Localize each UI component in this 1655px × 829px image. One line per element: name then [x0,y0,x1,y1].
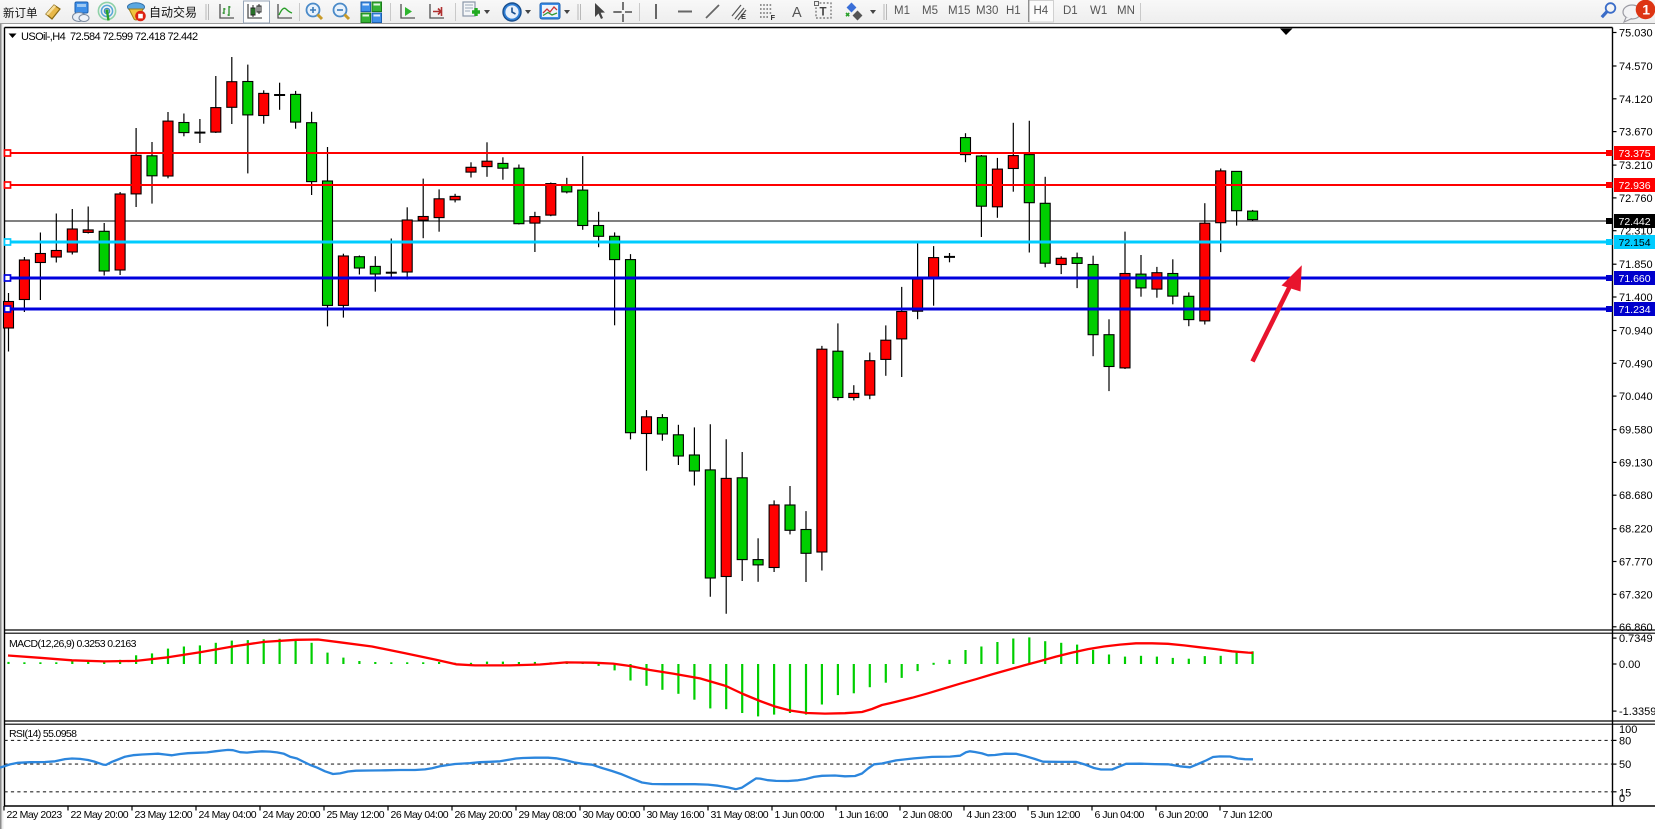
svg-text:72.760: 72.760 [1619,193,1653,205]
svg-text:72.310: 72.310 [1619,226,1653,238]
svg-text:100: 100 [1619,724,1637,736]
svg-text:73.670: 73.670 [1619,127,1653,139]
svg-text:6 Jun 04:00: 6 Jun 04:00 [1095,809,1145,821]
svg-text:70.040: 70.040 [1619,391,1653,403]
svg-text:74.570: 74.570 [1619,61,1653,73]
svg-text:0.00: 0.00 [1619,659,1640,671]
svg-text:USOil-,H4 72.584 72.599 72.41: USOil-,H4 72.584 72.599 72.418 72.442 [21,31,198,43]
svg-text:72.936: 72.936 [1619,180,1651,192]
svg-text:22 May 20:00: 22 May 20:00 [71,809,129,821]
svg-text:50: 50 [1619,759,1631,771]
svg-text:67.770: 67.770 [1619,557,1653,569]
svg-text:75.030: 75.030 [1619,28,1653,40]
svg-text:25 May 12:00: 25 May 12:00 [327,809,385,821]
svg-text:73.210: 73.210 [1619,160,1653,172]
svg-text:30 May 16:00: 30 May 16:00 [647,809,705,821]
svg-text:66.860: 66.860 [1619,622,1653,634]
svg-text:15: 15 [1619,788,1631,800]
svg-text:71.660: 71.660 [1619,273,1651,285]
svg-text:24 May 04:00: 24 May 04:00 [199,809,257,821]
svg-text:71.234: 71.234 [1619,304,1651,316]
svg-text:24 May 20:00: 24 May 20:00 [263,809,321,821]
svg-text:70.940: 70.940 [1619,326,1653,338]
svg-text:A: A [792,5,802,21]
svg-text:70.490: 70.490 [1619,358,1653,370]
svg-text:22 May 2023: 22 May 2023 [7,809,63,821]
svg-text:72.442: 72.442 [1619,216,1651,228]
svg-text:RSI(14) 55.0958: RSI(14) 55.0958 [9,728,77,740]
svg-text:71.850: 71.850 [1619,259,1653,271]
svg-text:5 Jun 12:00: 5 Jun 12:00 [1031,809,1081,821]
svg-text:67.320: 67.320 [1619,589,1653,601]
svg-text:7 Jun 12:00: 7 Jun 12:00 [1223,809,1273,821]
svg-text:26 May 20:00: 26 May 20:00 [455,809,513,821]
svg-text:31 May 08:00: 31 May 08:00 [711,809,769,821]
svg-text:68.680: 68.680 [1619,490,1653,502]
svg-text:71.400: 71.400 [1619,292,1653,304]
svg-text:23 May 12:00: 23 May 12:00 [135,809,193,821]
svg-text:69.580: 69.580 [1619,425,1653,437]
svg-text:6 Jun 20:00: 6 Jun 20:00 [1159,809,1209,821]
svg-text:68.220: 68.220 [1619,524,1653,536]
svg-text:1: 1 [1642,2,1650,18]
svg-text:69.130: 69.130 [1619,457,1653,469]
svg-text:26 May 04:00: 26 May 04:00 [391,809,449,821]
svg-text:2 Jun 08:00: 2 Jun 08:00 [903,809,953,821]
svg-text:F: F [771,13,776,22]
svg-text:80: 80 [1619,735,1631,747]
svg-text:4 Jun 23:00: 4 Jun 23:00 [967,809,1017,821]
svg-text:30 May 00:00: 30 May 00:00 [583,809,641,821]
svg-text:29 May 08:00: 29 May 08:00 [519,809,577,821]
svg-text:T: T [820,7,827,19]
svg-text:自动交易: 自动交易 [149,5,197,20]
svg-text:1 Jun 16:00: 1 Jun 16:00 [839,809,889,821]
svg-text:0: 0 [1619,793,1625,805]
svg-text:72.154: 72.154 [1619,237,1651,249]
svg-text:73.375: 73.375 [1619,148,1651,160]
svg-text:E: E [741,12,746,21]
svg-text:0.7349: 0.7349 [1619,633,1653,645]
svg-text:1 Jun 00:00: 1 Jun 00:00 [775,809,825,821]
svg-text:-1.3359: -1.3359 [1619,706,1655,718]
svg-text:MACD(12,26,9) 0.3253 0.2163: MACD(12,26,9) 0.3253 0.2163 [9,638,137,650]
svg-text:74.120: 74.120 [1619,94,1653,106]
